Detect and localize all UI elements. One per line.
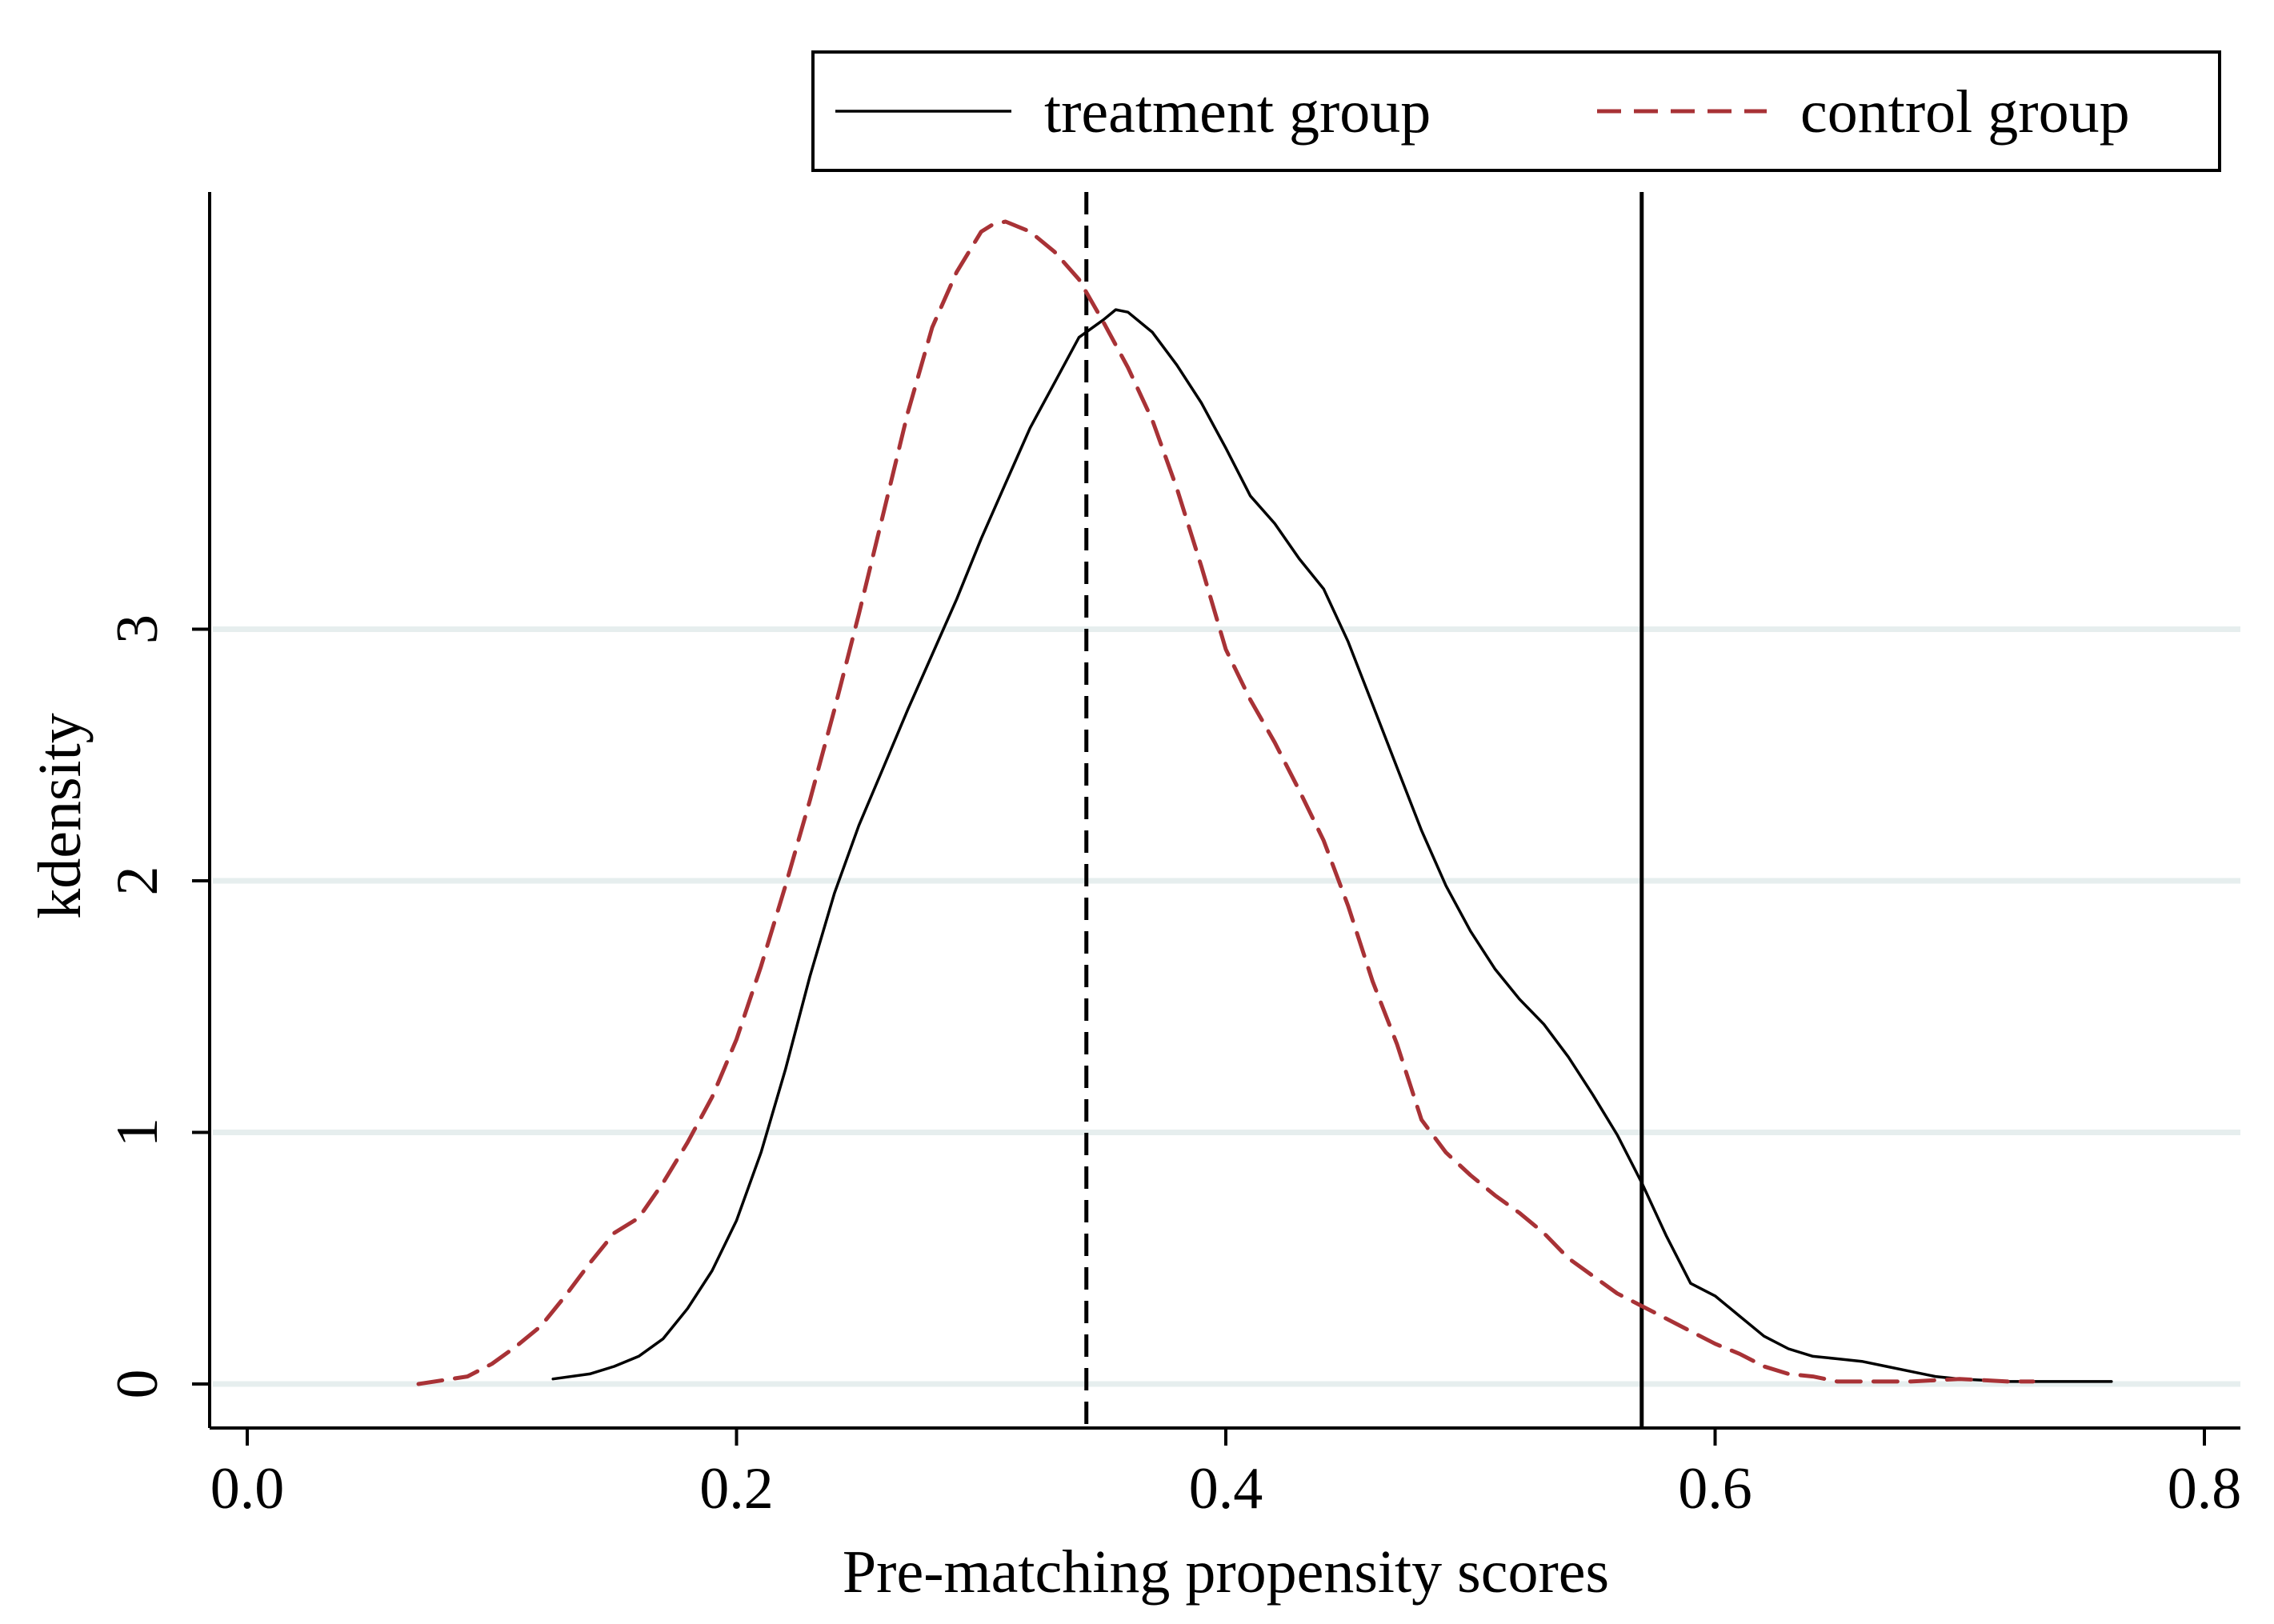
y-tick-label-3: 3: [105, 614, 170, 644]
ticks: 0.0 0.2 0.4 0.6 0.8 0 1 2 3: [105, 614, 2241, 1522]
reference-lines: [1084, 192, 1644, 1428]
x-tick-label-0.4: 0.4: [1189, 1456, 1263, 1522]
legend: treatment group control group: [811, 50, 2221, 172]
legend-label-treatment: treatment group: [1044, 78, 1431, 146]
gridlines: [213, 626, 2240, 1387]
y-axis-title: kdensity: [26, 713, 94, 919]
y-tick-label-1: 1: [105, 1118, 170, 1147]
x-tick-label-0.2: 0.2: [699, 1456, 774, 1522]
y-tick-label-0: 0: [105, 1370, 170, 1399]
x-tick-label-0.0: 0.0: [210, 1456, 285, 1522]
legend-label-control: control group: [1800, 78, 2130, 146]
x-tick-label-0.8: 0.8: [2168, 1456, 2242, 1522]
axes: [208, 192, 2240, 1430]
x-tick-label-0.6: 0.6: [1678, 1456, 1752, 1522]
y-tick-label-2: 2: [105, 866, 170, 896]
series-lines: [416, 219, 2113, 1386]
series-line-treatment: [551, 308, 2113, 1383]
series-line-control: [416, 219, 2036, 1386]
x-axis-title: Pre-matching propensity scores: [843, 1538, 1609, 1606]
legend-box: [811, 50, 2221, 172]
